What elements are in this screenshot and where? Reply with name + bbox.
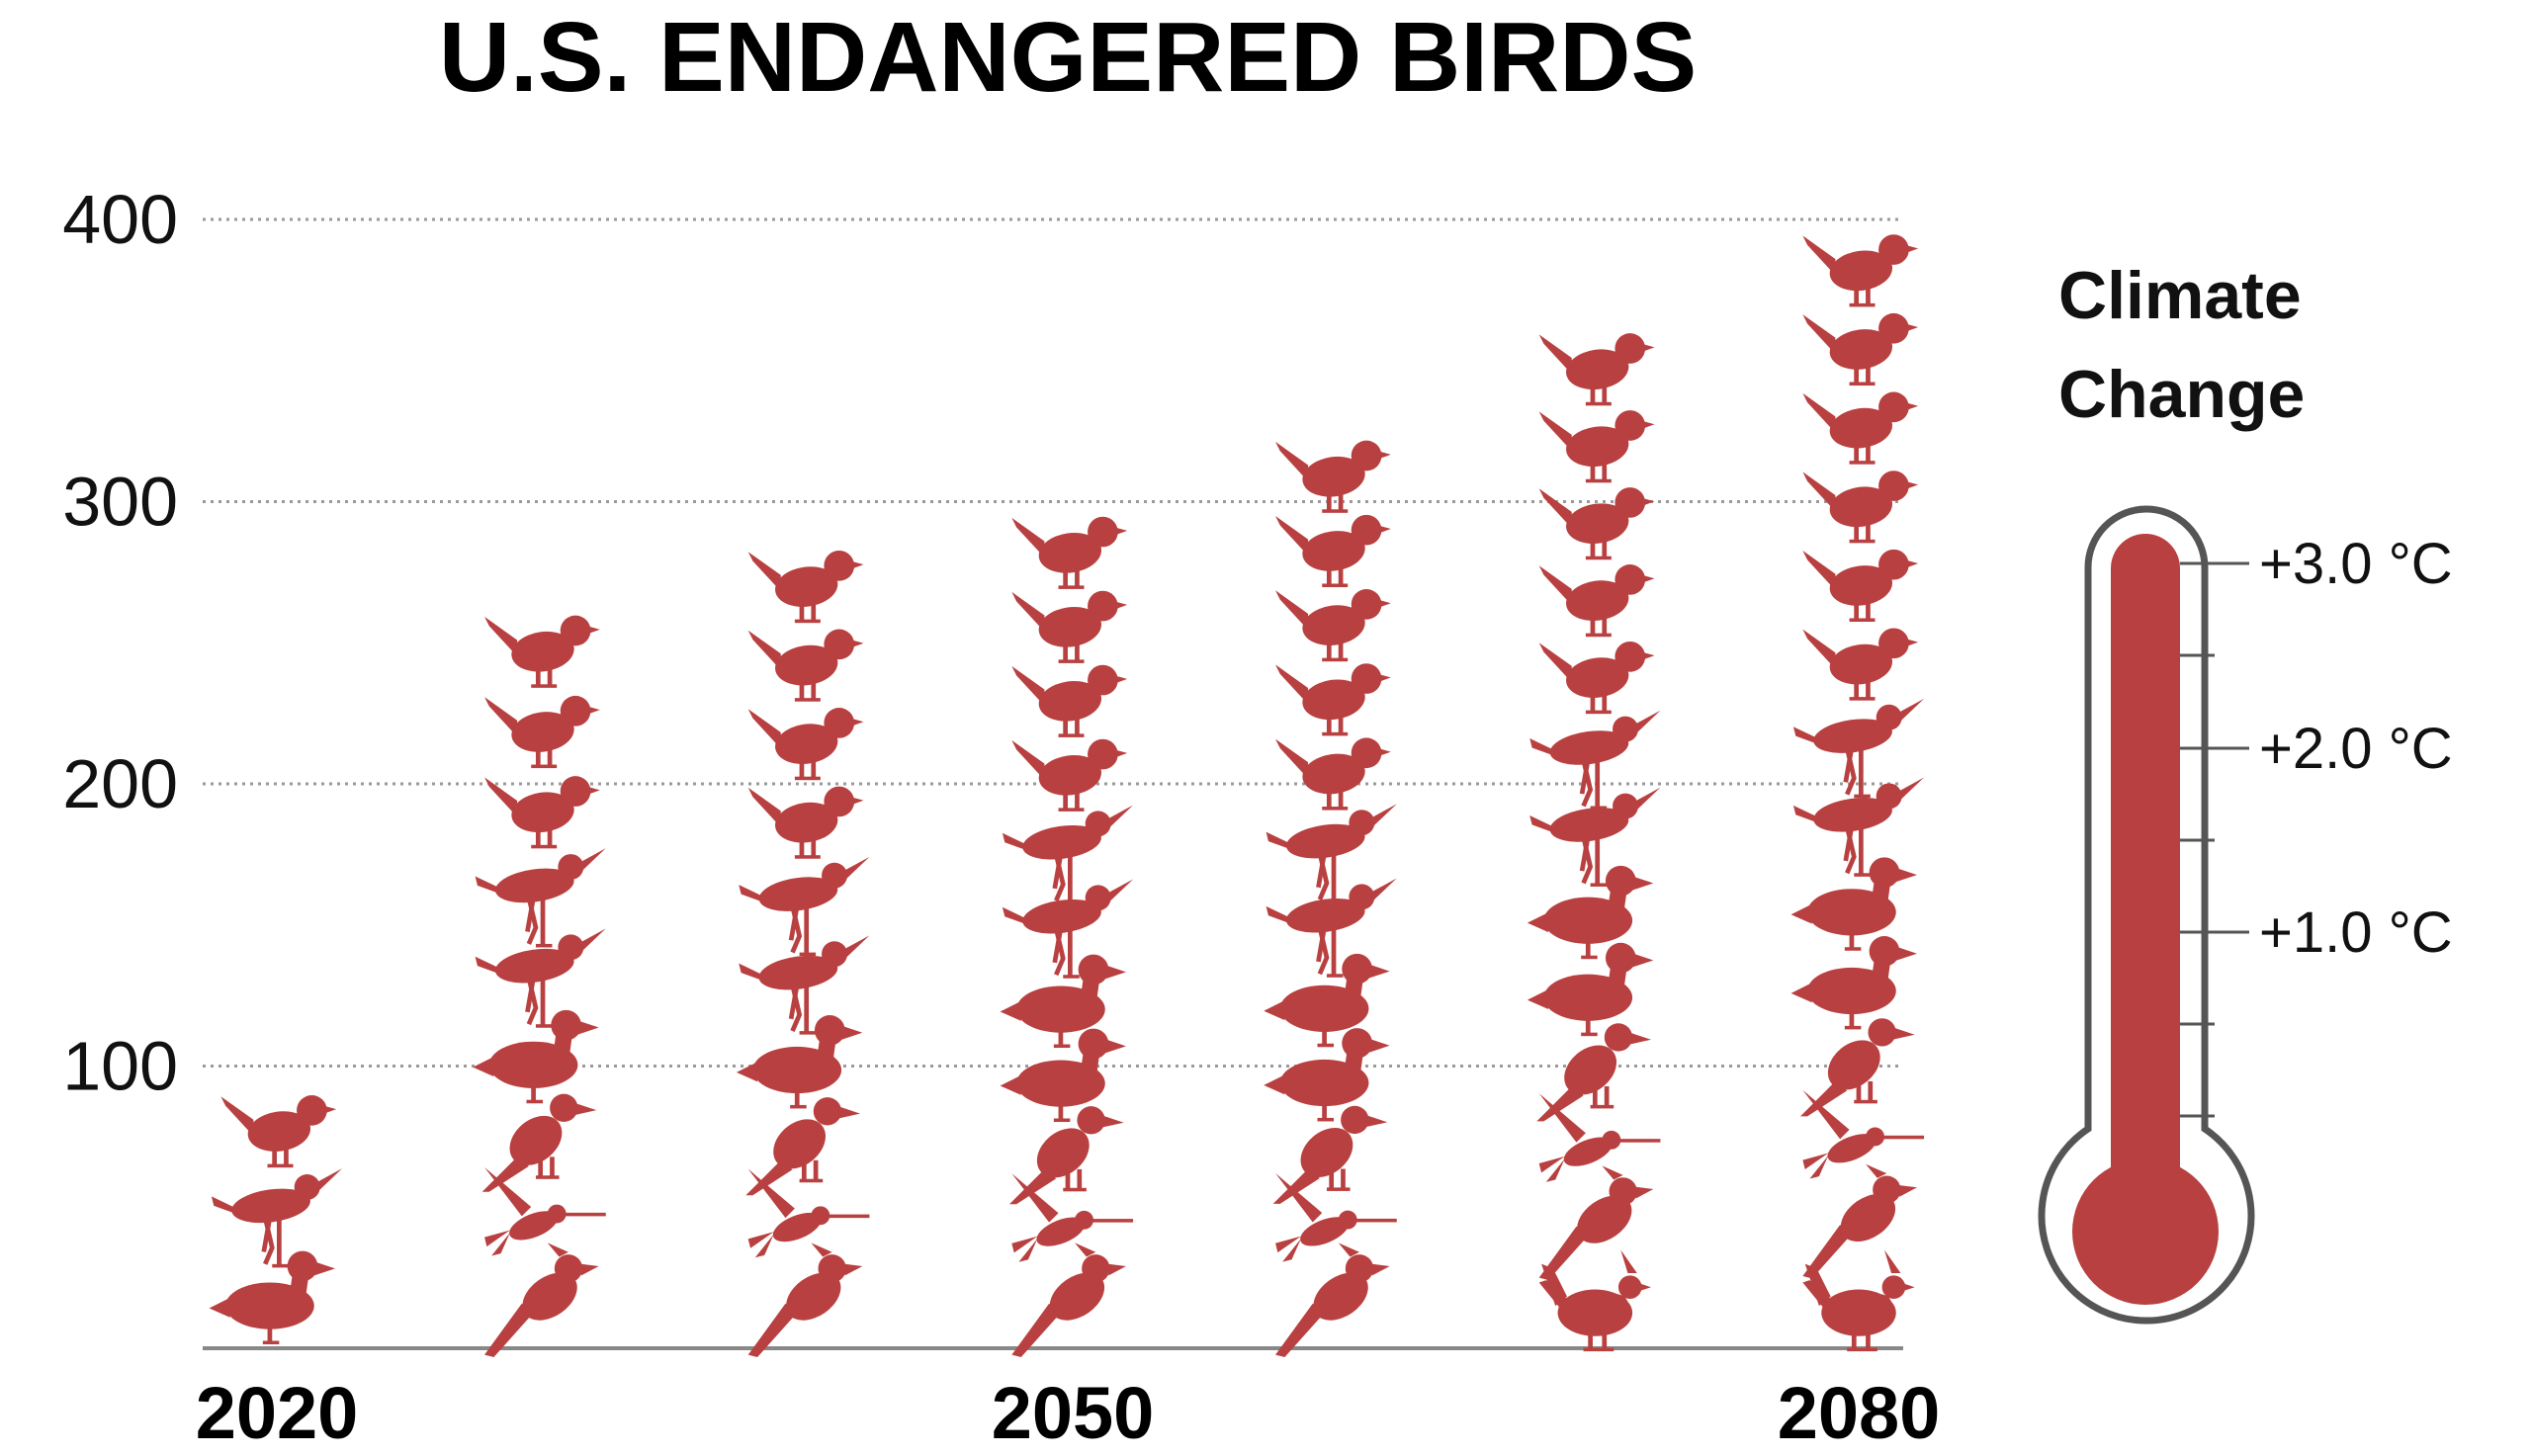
thermometer-label-3c: +3.0 °C — [2259, 532, 2453, 596]
sandpiper-icon — [475, 928, 606, 1028]
robin-icon — [1802, 391, 1919, 465]
crow-icon — [1536, 1023, 1651, 1122]
robin-icon — [1275, 663, 1391, 736]
robin-icon — [1802, 549, 1919, 623]
thermometer-icon — [2038, 505, 2255, 1325]
thermometer-fill — [2111, 534, 2180, 1232]
robin-icon — [1538, 642, 1655, 715]
robin-icon — [484, 695, 600, 769]
duck-icon — [1264, 953, 1390, 1048]
sandpiper-icon — [739, 856, 870, 957]
robin-icon — [1802, 234, 1919, 307]
duck-icon — [473, 1009, 599, 1104]
y-tick-label-300: 300 — [62, 464, 178, 541]
x-tick-label-2020: 2020 — [196, 1372, 359, 1454]
robin-icon — [1011, 590, 1128, 663]
sandpiper-icon — [1266, 804, 1397, 903]
robin-icon — [1802, 471, 1919, 544]
duck-icon — [736, 1015, 863, 1109]
legend-title-line1: Climate — [2058, 258, 2302, 333]
sandpiper-icon — [1792, 777, 1925, 877]
jay-icon — [1802, 1163, 1917, 1279]
duck-icon — [1527, 865, 1654, 960]
y-tick-label-200: 200 — [62, 745, 178, 822]
sandpiper-icon — [739, 935, 870, 1035]
legend-title-line2: Change — [2058, 357, 2305, 432]
bird-column-2040 — [736, 551, 870, 1357]
sandpiper-icon — [211, 1168, 343, 1268]
bird-column-2030 — [473, 615, 606, 1357]
jay-icon — [1538, 1165, 1654, 1281]
x-tick-label-2080: 2080 — [1778, 1372, 1941, 1454]
sandpiper-icon — [475, 848, 606, 948]
bird-column-2020 — [209, 1095, 343, 1345]
thermometer-ticks — [2180, 561, 2249, 1118]
jay-icon — [1011, 1242, 1126, 1357]
sandpiper-icon — [1002, 879, 1134, 979]
crow-icon — [745, 1097, 860, 1196]
jay-icon — [1275, 1242, 1390, 1357]
robin-icon — [1275, 514, 1391, 588]
jay-icon — [484, 1242, 599, 1357]
robin-icon — [747, 708, 864, 781]
sandpiper-icon — [1002, 805, 1134, 904]
y-axis-tick-labels: 100 200 300 400 — [62, 181, 178, 1105]
bird-column-2050 — [1000, 516, 1134, 1357]
robin-icon — [484, 776, 600, 849]
bird-column-2060 — [1264, 440, 1397, 1357]
duck-icon — [1264, 1028, 1390, 1122]
bird-column-2080 — [1790, 234, 1925, 1352]
robin-icon — [220, 1095, 337, 1168]
sandpiper-icon — [1529, 710, 1661, 811]
robin-icon — [484, 615, 600, 688]
robin-icon — [747, 629, 864, 702]
robin-icon — [1538, 410, 1655, 483]
robin-icon — [1275, 737, 1391, 811]
robin-icon — [1011, 738, 1128, 812]
robin-icon — [1011, 664, 1128, 737]
sandpiper-icon — [1529, 787, 1661, 887]
sandpiper-icon — [1266, 878, 1397, 978]
robin-icon — [747, 786, 864, 859]
robin-icon — [1538, 564, 1655, 638]
robin-icon — [1538, 333, 1655, 406]
duck-icon — [1000, 954, 1126, 1049]
robin-icon — [1275, 589, 1391, 662]
bird-column-2070 — [1527, 333, 1661, 1352]
duck-icon — [209, 1250, 335, 1345]
crow-icon — [481, 1093, 597, 1192]
robin-icon — [1802, 628, 1919, 701]
jay-icon — [747, 1242, 863, 1357]
y-tick-label-100: 100 — [62, 1028, 178, 1105]
duck-icon — [1790, 857, 1917, 951]
thermometer-label-2c: +2.0 °C — [2259, 717, 2453, 781]
robin-icon — [1538, 487, 1655, 560]
robin-icon — [747, 551, 864, 624]
robin-icon — [1011, 516, 1128, 589]
y-tick-label-400: 400 — [62, 181, 178, 258]
x-tick-label-2050: 2050 — [992, 1372, 1155, 1454]
duck-icon — [1000, 1028, 1126, 1123]
thermometer-label-1c: +1.0 °C — [2259, 900, 2453, 965]
chart-title: U.S. ENDANGERED BIRDS — [439, 2, 1697, 113]
bird-icon-stacks — [209, 234, 1925, 1357]
robin-icon — [1802, 312, 1919, 386]
